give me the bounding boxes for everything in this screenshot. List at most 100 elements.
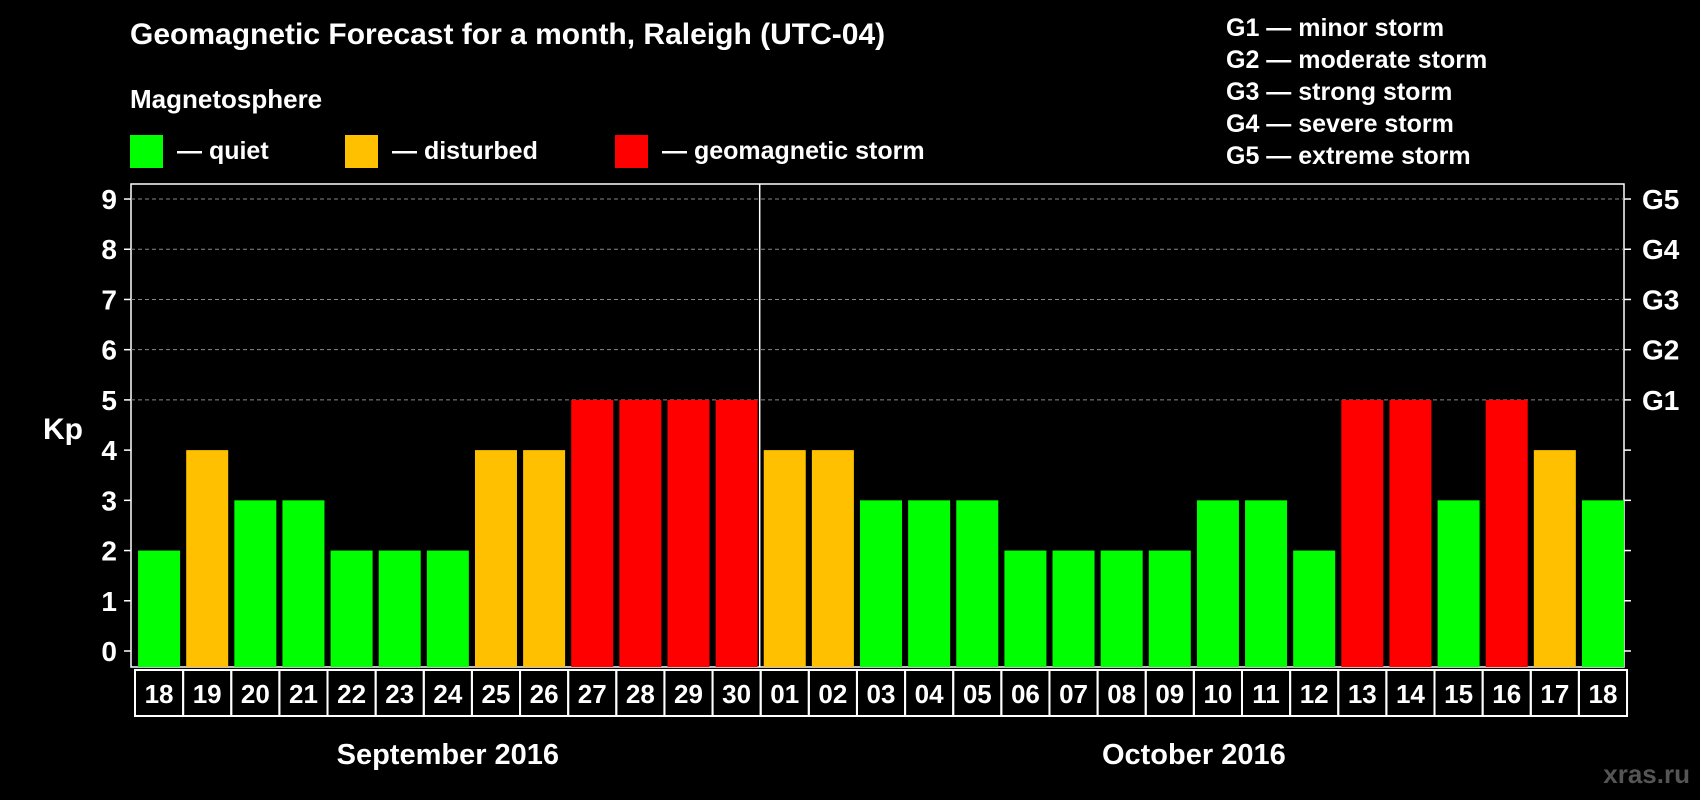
bar [1533,450,1576,667]
bar [1052,550,1095,667]
bar [1341,399,1384,667]
y-tick-label: 3 [101,485,117,516]
right-g-label: G2 [1642,335,1679,366]
bar [523,450,566,667]
bar [619,399,662,667]
day-label: 03 [867,679,896,709]
day-label: 30 [722,679,751,709]
y-tick-label: 2 [101,536,117,567]
day-label: 02 [818,679,847,709]
right-g-label: G4 [1642,234,1680,265]
g-scale-g5: G5 — extreme storm [1226,142,1471,170]
bar [715,399,758,667]
bar [282,500,325,667]
bar [1004,550,1047,667]
day-label: 18 [1589,679,1618,709]
day-label: 09 [1155,679,1184,709]
day-label: 05 [963,679,992,709]
bar [1148,550,1191,667]
day-label: 20 [241,679,270,709]
right-g-label: G3 [1642,284,1679,315]
legend-label-storm: — geomagnetic storm [662,136,925,165]
month-label: October 2016 [1102,739,1286,771]
month-label: September 2016 [337,739,559,771]
bar [571,399,614,667]
g-scale-g2: G2 — moderate storm [1226,46,1488,74]
y-axis-label: Kp [43,413,83,446]
legend-label-quiet: — quiet [177,136,269,165]
bar [1100,550,1143,667]
bar [811,450,854,667]
day-label: 04 [915,679,944,709]
y-tick-label: 9 [101,184,117,215]
legend-swatch-quiet [130,134,163,168]
bar [956,500,999,667]
legend-swatch-disturbed [345,134,378,168]
day-label: 06 [1011,679,1040,709]
bar [1245,500,1288,667]
bar [763,450,806,667]
bar [474,450,517,667]
day-label: 07 [1059,679,1088,709]
day-label: 19 [193,679,222,709]
day-cell [1577,669,1629,717]
y-tick-label: 6 [101,335,117,366]
y-tick-label: 4 [101,435,117,466]
y-tick-label: 1 [101,586,117,617]
bar [330,550,373,667]
day-label: 10 [1203,679,1232,709]
day-label: 26 [530,679,559,709]
day-label: 27 [578,679,607,709]
legend-item-disturbed: — disturbed [345,134,538,168]
bar [860,500,903,667]
bar [667,399,710,667]
day-label: 23 [385,679,414,709]
bar [426,550,469,667]
day-label: 21 [289,679,318,709]
legend-item-storm: — geomagnetic storm [615,134,925,168]
day-label: 12 [1300,679,1329,709]
day-label: 17 [1540,679,1569,709]
y-tick-label: 0 [101,636,117,667]
bar [908,500,951,667]
day-label: 16 [1492,679,1521,709]
day-label: 22 [337,679,366,709]
day-label: 15 [1444,679,1473,709]
right-g-label: G1 [1642,385,1679,416]
bar [1485,399,1528,667]
day-label: 28 [626,679,655,709]
legend-swatch-storm [615,134,648,168]
bar [1196,500,1239,667]
g-scale-legend: G1 — minor storm G2 — moderate storm G3 … [1226,12,1487,172]
day-label: 29 [674,679,703,709]
day-label: 01 [770,679,799,709]
legend-item-quiet: — quiet [130,134,269,168]
day-label: 25 [482,679,511,709]
day-label: 08 [1107,679,1136,709]
y-tick-label: 5 [101,385,117,416]
bar [1389,399,1432,667]
day-label: 18 [145,679,174,709]
day-label: 13 [1348,679,1377,709]
day-label: 14 [1396,679,1425,709]
bar [378,550,421,667]
y-tick-label: 7 [101,284,117,315]
day-label: 11 [1252,679,1280,709]
day-label: 24 [433,679,462,709]
legend-label-disturbed: — disturbed [392,136,538,165]
bar [1437,500,1480,667]
legend-subtitle: Magnetosphere [130,84,323,114]
g-scale-g1: G1 — minor storm [1226,14,1445,42]
g-scale-g3: G3 — strong storm [1226,78,1453,106]
bar [1293,550,1336,667]
bar [1581,500,1624,667]
chart-title: Geomagnetic Forecast for a month, Raleig… [130,18,886,51]
g-scale-g4: G4 — severe storm [1226,110,1454,138]
bar [138,550,181,667]
bar [234,500,277,667]
bar [186,450,229,667]
y-tick-label: 8 [101,234,117,265]
right-g-label: G5 [1642,184,1679,215]
watermark: xras.ru [1603,759,1690,789]
